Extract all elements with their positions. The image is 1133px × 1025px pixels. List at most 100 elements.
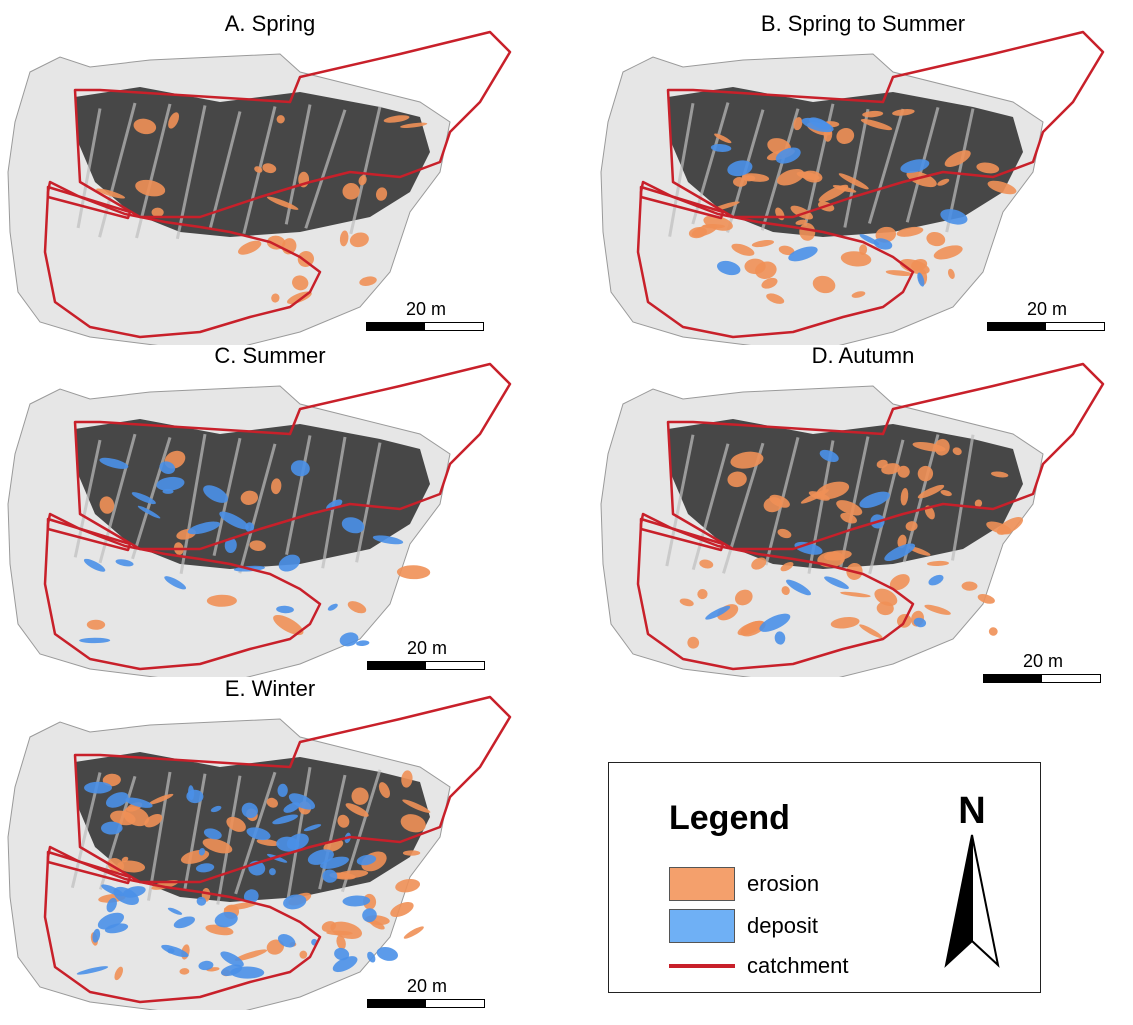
erosion-patch (254, 166, 263, 173)
deposit-patch (198, 960, 214, 971)
erosion-patch (900, 487, 909, 506)
deposit-patch (339, 632, 359, 647)
erosion-patch (780, 561, 794, 572)
deposit-patch (341, 517, 365, 534)
erosion-patch (342, 182, 360, 200)
deposit-patch (241, 802, 258, 819)
erosion-patch (402, 850, 421, 856)
deposit-patch (788, 246, 818, 262)
erosion-patch (266, 797, 278, 808)
erosion-patch (990, 471, 1009, 478)
erosion-patch (238, 240, 262, 255)
erosion-patch (755, 261, 777, 279)
deposit-patch (188, 785, 195, 800)
erosion-patch (273, 614, 304, 636)
catchment-lower (43, 180, 322, 339)
erosion-patch (859, 244, 868, 255)
deposit-patch (167, 907, 183, 915)
erosion-patch (924, 604, 951, 615)
north-arrow: N (942, 791, 1002, 981)
ridge-line (208, 111, 242, 229)
deposit-patch (928, 574, 944, 586)
deposit-patch (283, 802, 300, 813)
deposit-patch (727, 160, 753, 177)
map-content (7, 30, 512, 345)
erosion-patch (339, 230, 349, 247)
erosion-patch (359, 276, 377, 286)
erosion-patch (859, 624, 883, 639)
erosion-patch (299, 950, 308, 959)
ridge-line (665, 434, 695, 567)
erosion-patch (830, 616, 860, 629)
erosion-patch (390, 901, 414, 918)
catchment-upper (73, 362, 512, 551)
erosion-patch (151, 207, 164, 217)
erosion-patch (401, 770, 413, 788)
erosion-patch (206, 594, 237, 607)
deposit-patch (801, 117, 834, 133)
erosion-patch (940, 490, 952, 497)
erosion-patch (403, 926, 424, 939)
ridge-line (135, 103, 172, 239)
scale-bar-label: 20 m (406, 638, 448, 658)
erosion-patch (234, 949, 268, 961)
deposit-patch (266, 853, 288, 863)
deposit-patch (884, 543, 916, 562)
hillshade-map (600, 362, 1105, 677)
scale-bar-label: 20 m (405, 299, 447, 319)
erosion-patch (347, 601, 367, 614)
deposit-patch (156, 476, 185, 491)
erosion-patch (906, 170, 937, 188)
erosion-patch (892, 109, 915, 116)
erosion-patch (266, 939, 284, 955)
erosion-patch (223, 902, 257, 911)
panel-title: E. Winter (224, 676, 316, 701)
catchment-upper (73, 30, 512, 219)
erosion-patch (790, 205, 814, 220)
deposit-patch (303, 824, 322, 832)
erosion-patch (703, 215, 733, 231)
erosion-patch (862, 110, 884, 118)
erosion-patch (276, 115, 285, 124)
legend-box: Legend erosion deposit catchment N (608, 762, 1041, 993)
deposit-patch (101, 821, 123, 835)
erosion-patch (816, 481, 850, 500)
erosion-patch (751, 557, 767, 570)
deposit-patch (917, 272, 925, 287)
erosion-patch (249, 540, 266, 551)
ridge-line (76, 108, 102, 229)
deposit-patch (859, 491, 890, 508)
erosion-patch (714, 133, 732, 144)
deposit-patch (376, 947, 398, 961)
erosion-patch (885, 270, 913, 276)
ridge-line (238, 443, 277, 574)
deposit-patch (198, 848, 206, 856)
legend-label: deposit (747, 913, 818, 938)
erosion-patch (976, 162, 1000, 174)
erosion-patch (952, 447, 962, 456)
map-panel-a: A. Spring 20 m (0, 10, 540, 345)
deposit-patch (106, 897, 117, 913)
scale-bar-label: 20 m (1026, 299, 1068, 319)
deposit-patch (83, 558, 106, 572)
catchment-channel (46, 850, 132, 885)
erosion-patch (202, 838, 233, 854)
erosion-patch (697, 588, 708, 600)
deposit-patch (137, 505, 161, 519)
panel-title: D. Autumn (811, 343, 915, 368)
deposit-patch (187, 521, 221, 535)
legend-item-catchment: catchment (669, 948, 849, 984)
erosion-patch (778, 245, 795, 256)
deposit-patch (245, 522, 255, 532)
catchment-channel (639, 185, 725, 220)
catchment-channel (639, 517, 725, 552)
deposit-patch (759, 613, 791, 632)
deposit-patch (243, 889, 259, 904)
deposit-patch (210, 805, 222, 813)
erosion-patch (396, 565, 431, 580)
hillshade-map (600, 30, 1105, 345)
deposit-patch (195, 863, 215, 873)
erosion-patch (763, 497, 783, 513)
legend-label: erosion (747, 871, 820, 896)
erosion-patch (737, 620, 765, 636)
